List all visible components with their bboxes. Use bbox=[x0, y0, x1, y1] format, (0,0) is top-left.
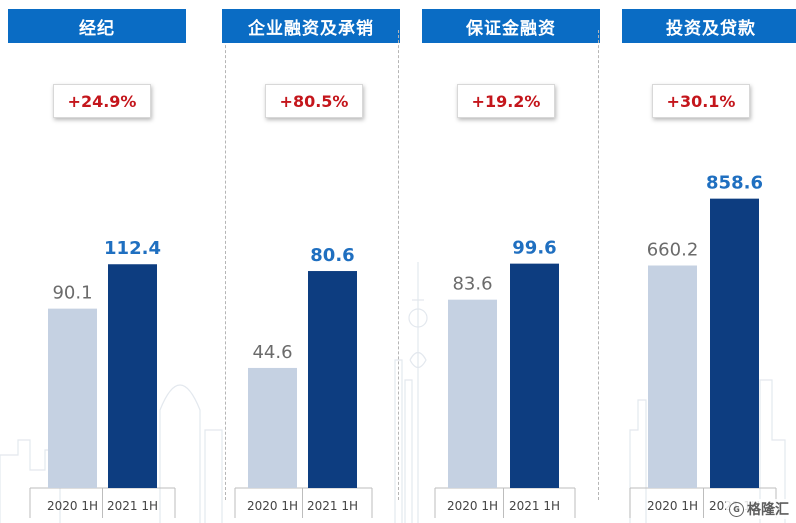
bar-2021-1h bbox=[510, 263, 559, 488]
panel-divider bbox=[598, 30, 599, 500]
bar-2020-1h bbox=[248, 367, 297, 488]
panel-title: 保证金融资 bbox=[422, 9, 600, 43]
bar-value-label: 858.6 bbox=[706, 173, 763, 194]
bar-2020-1h bbox=[448, 299, 497, 488]
bar-value-label: 80.6 bbox=[310, 245, 354, 266]
bar-value-label: 99.6 bbox=[512, 238, 556, 259]
growth-badge: +80.5% bbox=[265, 84, 363, 118]
bar-value-label: 112.4 bbox=[104, 238, 161, 259]
growth-badge: +30.1% bbox=[652, 84, 750, 118]
panel-margin-financing: 保证金融资 +19.2% 83.6 2020 1H 99.6 2021 1H bbox=[400, 0, 600, 523]
bar-chart-corporate-finance: 44.6 2020 1H 80.6 2021 1H bbox=[234, 245, 373, 518]
growth-badge: +24.9% bbox=[53, 84, 151, 118]
bar-value-label: 44.6 bbox=[252, 342, 292, 363]
bar-2021-1h bbox=[710, 198, 759, 489]
bar-chart-margin-financing: 83.6 2020 1H 99.6 2021 1H bbox=[434, 238, 576, 518]
panel-title: 企业融资及承销 bbox=[222, 9, 400, 43]
bar-chart-brokerage: 90.1 2020 1H 112.4 2021 1H bbox=[29, 238, 176, 518]
watermark-text: 格隆汇 bbox=[747, 502, 789, 518]
x-tick-label: 2020 1H bbox=[447, 499, 498, 513]
x-tick-label: 2020 1H bbox=[647, 499, 698, 513]
panel-corporate-finance: 企业融资及承销 +80.5% 44.6 2020 1H 80.6 2021 1H bbox=[200, 0, 400, 523]
bar-value-label: 660.2 bbox=[647, 240, 699, 261]
bar-value-label: 90.1 bbox=[52, 283, 92, 304]
watermark-logo-icon: G bbox=[729, 501, 744, 517]
watermark: G 格隆汇 bbox=[726, 499, 792, 519]
panel-title: 经纪 bbox=[8, 9, 186, 43]
bar-value-label: 83.6 bbox=[452, 274, 492, 295]
panel-brokerage: 经纪 +24.9% 90.1 2020 1H 112.4 2021 1H bbox=[0, 0, 200, 523]
growth-badge: +19.2% bbox=[457, 84, 555, 118]
bar-2020-1h bbox=[648, 265, 697, 488]
panel-title: 投资及贷款 bbox=[622, 9, 796, 43]
panel-divider bbox=[225, 30, 226, 500]
panel-divider bbox=[398, 30, 399, 500]
bar-2021-1h bbox=[108, 264, 157, 488]
x-tick-label: 2020 1H bbox=[247, 499, 298, 513]
x-tick-label: 2021 1H bbox=[307, 499, 358, 513]
x-tick-label: 2021 1H bbox=[107, 499, 158, 513]
x-tick-label: 2021 1H bbox=[509, 499, 560, 513]
bar-2020-1h bbox=[48, 308, 97, 488]
bar-2021-1h bbox=[308, 271, 357, 488]
x-tick-label: 2020 1H bbox=[47, 499, 98, 513]
